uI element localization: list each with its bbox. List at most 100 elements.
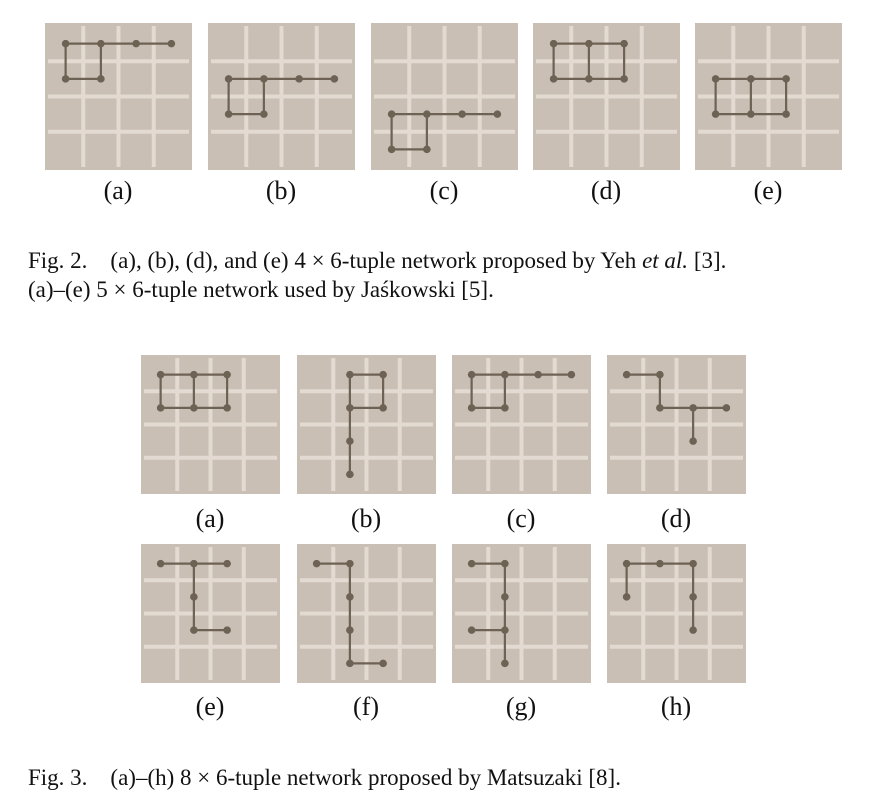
tuple-cell-dot: [467, 404, 476, 412]
tuple-cell-dot: [722, 404, 731, 412]
tuple-link: [658, 374, 727, 409]
board-svg: [533, 23, 680, 170]
tuple-cell-dot: [711, 110, 720, 118]
tuple-cell-dot: [223, 559, 231, 568]
tuple-cell-dot: [156, 404, 165, 412]
fig2-caption: Fig. 2. (a), (b), (d), and (e) 4 × 6-tup…: [28, 246, 726, 304]
fig3-label-h: (h): [660, 692, 692, 721]
tuple-cell-dot: [224, 75, 233, 83]
tuple-cell-dot: [346, 437, 354, 445]
fig3-label-e: (e): [195, 692, 225, 721]
tuple-cell-dot: [689, 404, 697, 412]
tuple-cell-dot: [711, 75, 720, 83]
fig3-board-g: [452, 544, 591, 683]
fig2-caption-line1-pre: Fig. 2. (a), (b), (d), and (e) 4 × 6-tup…: [28, 248, 643, 273]
fig3-label-c: (c): [506, 504, 536, 533]
tuple-cell-dot: [656, 404, 664, 412]
tuple-cell-dot: [501, 370, 509, 379]
tuple-link: [390, 114, 428, 151]
tuple-cell-dot: [346, 559, 354, 568]
tuple-cell-dot: [493, 110, 502, 118]
fig2-label-d: (d): [590, 176, 622, 205]
tuple-cell-dot: [346, 470, 354, 479]
board-svg: [45, 23, 192, 170]
fig2-label-b: (b): [265, 176, 297, 205]
fig2-label-a: (a): [103, 176, 133, 205]
fig3-label-a: (a): [195, 504, 225, 533]
tuple-cell-dot: [190, 370, 198, 379]
tuple-cell-dot: [622, 559, 631, 568]
tuple-cell-dot: [167, 39, 176, 48]
fig3-label-f: (f): [353, 692, 379, 721]
tuple-cell-dot: [379, 370, 387, 379]
tuple-cell-dot: [620, 75, 628, 83]
fig3-label-b: (b): [350, 504, 382, 533]
tuple-cell-dot: [423, 145, 431, 154]
tuple-cell-dot: [387, 110, 396, 118]
tuple-cell-dot: [346, 404, 354, 412]
tuple-cell-dot: [689, 626, 697, 634]
tuple-cell-dot: [61, 75, 70, 83]
board-svg: [297, 544, 436, 683]
tuple-cell-dot: [97, 75, 105, 83]
tuple-cell-dot: [346, 593, 354, 601]
tuple-cell-dot: [467, 559, 476, 568]
tuple-cell-dot: [656, 559, 664, 568]
tuple-cell-dot: [190, 626, 198, 634]
board-svg: [695, 23, 842, 170]
board-svg: [141, 355, 280, 494]
tuple-cell-dot: [501, 559, 509, 568]
fig2-label-e: (e): [753, 176, 783, 205]
tuple-cell-dot: [689, 593, 697, 601]
tuple-cell-dot: [190, 559, 198, 568]
tuple-cell-dot: [190, 593, 198, 601]
tuple-cell-dot: [622, 593, 631, 601]
tuple-cell-dot: [567, 370, 576, 379]
tuple-cell-dot: [346, 370, 354, 379]
tuple-cell-dot: [620, 39, 628, 48]
fig3-board-a: [141, 355, 280, 494]
tuple-cell-dot: [379, 404, 387, 412]
tuple-cell-dot: [585, 75, 593, 83]
board-svg: [297, 355, 436, 494]
tuple-cell-dot: [585, 39, 593, 48]
tuple-cell-dot: [689, 437, 697, 445]
fig2-board-c: [371, 23, 518, 170]
tuple-cell-dot: [260, 110, 268, 118]
tuple-cell-dot: [346, 626, 354, 634]
tuple-cell-dot: [97, 39, 105, 48]
tuple-cell-dot: [190, 404, 198, 412]
tuple-cell-dot: [295, 75, 303, 83]
tuple-cell-dot: [782, 110, 790, 118]
board-svg: [607, 355, 746, 494]
fig2-board-d: [533, 23, 680, 170]
fig2-caption-line2: (a)–(e) 5 × 6-tuple network used by Jaśk…: [28, 277, 494, 302]
tuple-cell-dot: [458, 110, 466, 118]
tuple-cell-dot: [61, 39, 70, 48]
tuple-cell-dot: [156, 370, 165, 379]
fig3-board-f: [297, 544, 436, 683]
fig3-board-d: [607, 355, 746, 494]
fig2-board-b: [208, 23, 355, 170]
board-svg: [208, 23, 355, 170]
fig2-caption-line1-post: [3].: [688, 248, 727, 273]
tuple-cell-dot: [747, 75, 755, 83]
board-svg: [452, 544, 591, 683]
tuple-cell-dot: [622, 370, 631, 379]
tuple-cell-dot: [379, 659, 387, 668]
tuple-cell-dot: [387, 145, 396, 154]
board-svg: [141, 544, 280, 683]
tuple-cell-dot: [656, 370, 664, 379]
fig3-board-c: [452, 355, 591, 494]
tuple-cell-dot: [501, 626, 509, 634]
fig3-label-g: (g): [505, 692, 537, 721]
tuple-cell-dot: [782, 75, 790, 83]
fig3-board-b: [297, 355, 436, 494]
fig2-board-e: [695, 23, 842, 170]
tuple-cell-dot: [156, 559, 165, 568]
board-svg: [452, 355, 591, 494]
tuple-link: [64, 43, 102, 80]
board-svg: [371, 23, 518, 170]
tuple-cell-dot: [312, 559, 321, 568]
tuple-cell-dot: [689, 559, 697, 568]
